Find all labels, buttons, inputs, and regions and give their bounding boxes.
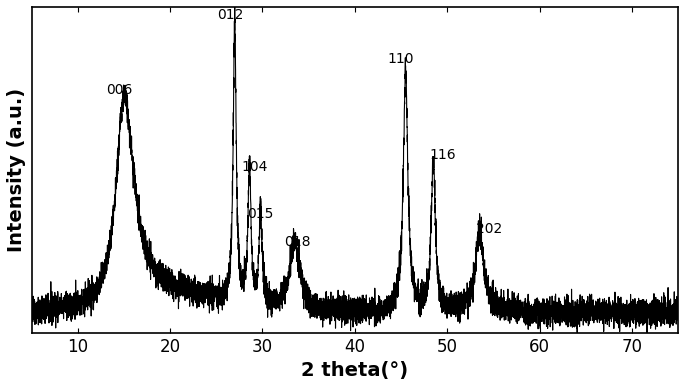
Text: 012: 012 xyxy=(217,9,243,22)
Text: 104: 104 xyxy=(242,161,269,175)
Text: 110: 110 xyxy=(388,52,414,66)
Text: 006: 006 xyxy=(106,83,132,97)
Y-axis label: Intensity (a.u.): Intensity (a.u.) xyxy=(7,88,26,252)
Text: 116: 116 xyxy=(429,148,456,162)
Text: 018: 018 xyxy=(284,235,311,249)
Text: 015: 015 xyxy=(247,207,274,221)
X-axis label: 2 theta(°): 2 theta(°) xyxy=(301,361,408,380)
Text: 202: 202 xyxy=(475,223,502,236)
